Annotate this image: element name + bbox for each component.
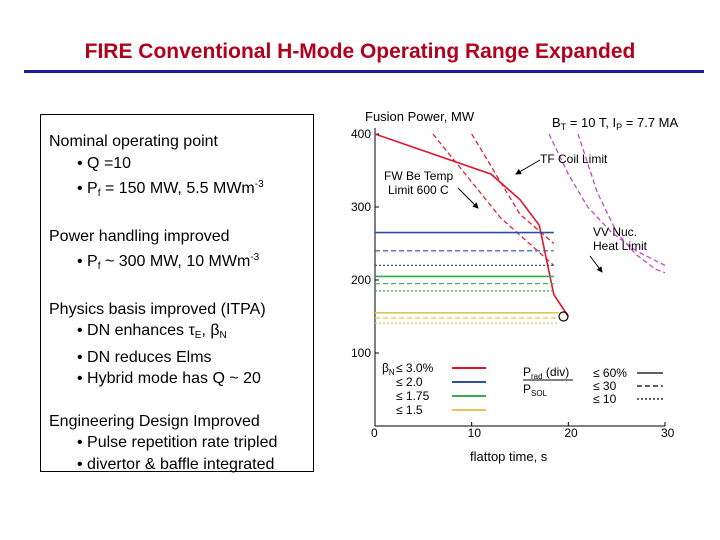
x-tick-label: 0 <box>371 426 378 440</box>
legend-ratio-label: ≤ 30 <box>593 379 617 393</box>
x-tick-label: 20 <box>564 426 578 440</box>
bullet-pf-nominal: • Pf = 150 MW, 5.5 MWm-3 <box>77 179 264 199</box>
chart-title: Fusion Power, MW <box>365 109 475 124</box>
series-line-2 <box>432 133 555 266</box>
series-line-12 <box>548 133 666 266</box>
legend-ratio-title: Prad (div) <box>523 365 569 381</box>
legend-beta-label: ≤ 1.5 <box>396 403 423 417</box>
annotation-vv-line2: Heat Limit <box>593 239 648 253</box>
annotation-tf-coil: TF Coil Limit <box>540 152 608 166</box>
annotation-arrow-fw <box>457 187 479 209</box>
annotation-fw-line1: FW Be Temp <box>384 169 453 183</box>
y-tick-label: 100 <box>351 346 371 360</box>
legend-background <box>378 359 678 416</box>
fusion-power-chart: Fusion Power, MW BT = 10 T, IP = 7.7 MA … <box>351 109 679 464</box>
y-tick-label: 300 <box>351 200 371 214</box>
legend-ratio-label: ≤ 10 <box>593 392 617 406</box>
legend-beta-label: ≤ 3.0% <box>396 361 434 375</box>
series-line-13 <box>577 133 666 274</box>
x-tick-label: 30 <box>661 426 675 440</box>
slide-title: FIRE Conventional H-Mode Operating Range… <box>84 40 636 63</box>
title-underline <box>24 70 704 73</box>
series-line-1 <box>471 133 555 244</box>
legend-beta-label: ≤ 1.75 <box>396 389 430 403</box>
annotation-arrow-tf <box>515 159 541 175</box>
legend-beta-title: βN <box>382 361 395 377</box>
x-axis-label: flattop time, s <box>470 449 548 464</box>
annotation-vv-line1: VV Nuc. <box>593 225 637 239</box>
bullet-divertor: • divertor & baffle integrated <box>77 455 275 473</box>
annotation-arrow-vv <box>589 255 603 273</box>
section-heading-engineering: Engineering Design Improved <box>49 412 260 430</box>
bullet-pf-improved: • Pf ~ 300 MW, 10 MWm-3 <box>77 252 260 272</box>
section-heading-nominal: Nominal operating point <box>49 133 218 150</box>
bullet-q: • Q =10 <box>77 154 132 172</box>
bullet-dn-reduces: • DN reduces Elms <box>77 348 212 366</box>
operating-point-marker <box>558 311 569 322</box>
bullet-dn-enhances: • DN enhances τE, βN <box>77 322 227 341</box>
series-line-0 <box>374 133 569 317</box>
x-tick-label: 10 <box>468 426 482 440</box>
legend-ratio-denominator: PSOL <box>523 382 548 398</box>
annotation-fw-line2: Limit 600 C <box>388 183 449 197</box>
section-heading-physics: Physics basis improved (ITPA) <box>49 300 266 318</box>
summary-textbox: Nominal operating point • Q =10 • Pf = 1… <box>40 114 314 473</box>
legend-beta-label: ≤ 2.0 <box>396 375 423 389</box>
chart-title-right: BT = 10 T, IP = 7.7 MA <box>552 115 679 132</box>
y-tick-label: 400 <box>351 127 371 141</box>
y-tick-label: 200 <box>351 273 371 287</box>
legend-ratio-label: ≤ 60% <box>593 366 627 380</box>
bullet-pulse: • Pulse repetition rate tripled <box>77 434 278 451</box>
bullet-hybrid: • Hybrid mode has Q ~ 20 <box>77 370 261 387</box>
section-heading-power: Power handling improved <box>49 227 230 245</box>
